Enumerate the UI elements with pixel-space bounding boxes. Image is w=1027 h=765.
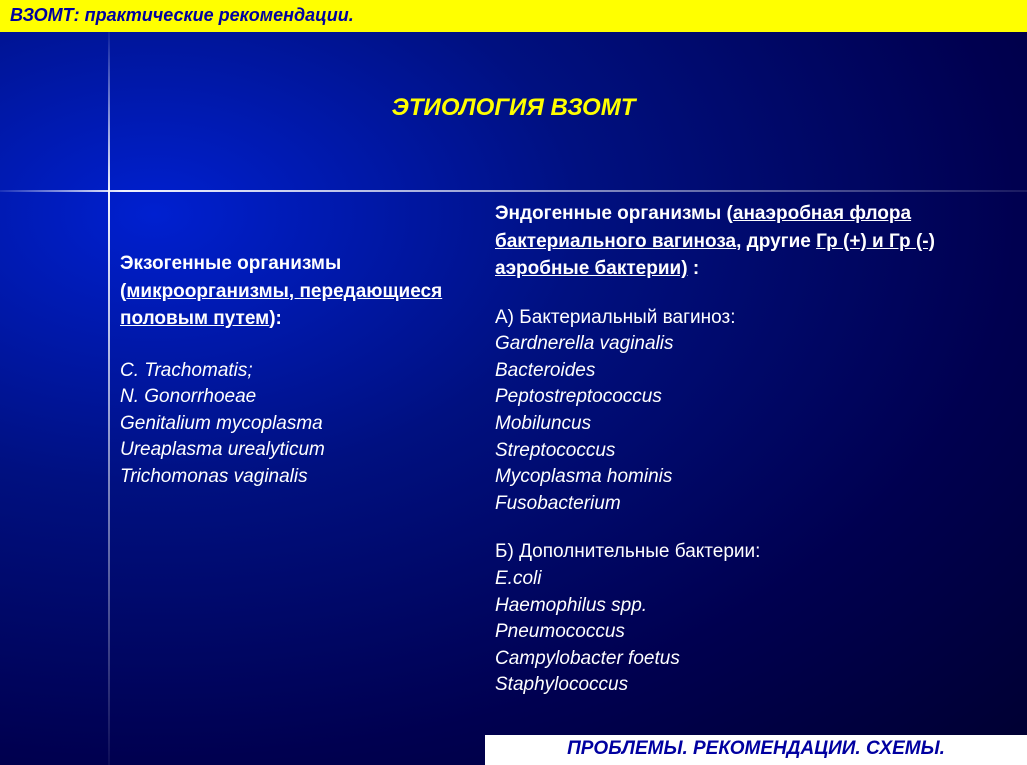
left-organism-list: C. Trachomatis; N. Gonorrhoeae Genitaliu…: [120, 358, 475, 491]
section-a-list: Gardnerella vaginalis Bacteroides Peptos…: [495, 331, 1007, 517]
list-item: Fusobacterium: [495, 491, 1007, 518]
left-heading: Экзогенные организмы (микроорганизмы, пе…: [120, 250, 475, 333]
cross-horizontal: [0, 190, 1027, 192]
list-item: Haemophilus spp.: [495, 593, 1007, 620]
header-bar: ВЗОМТ: практические рекомендации.: [0, 0, 1027, 32]
list-item: Mobiluncus: [495, 411, 1007, 438]
list-item: C. Trachomatis;: [120, 358, 475, 385]
left-column: Экзогенные организмы (микроорганизмы, пе…: [120, 200, 475, 699]
left-heading-bold: Экзогенные организмы: [120, 253, 341, 274]
list-item: Campylobacter foetus: [495, 646, 1007, 673]
list-item: Streptococcus: [495, 438, 1007, 465]
list-item: Genitalium mycoplasma: [120, 411, 475, 438]
list-item: Peptostreptococcus: [495, 384, 1007, 411]
right-heading-bold: Эндогенные организмы: [495, 203, 721, 224]
content-area: Экзогенные организмы (микроорганизмы, пе…: [120, 200, 1007, 699]
footer-text: ПРОБЛЕМЫ. РЕКОМЕНДАЦИИ. СХЕМЫ.: [567, 738, 945, 759]
list-item: Bacteroides: [495, 358, 1007, 385]
slide-title: ЭТИОЛОГИЯ ВЗОМТ: [0, 94, 1027, 122]
list-item: N. Gonorrhoeae: [120, 384, 475, 411]
right-heading-mid: , другие: [736, 231, 816, 252]
left-heading-close: ):: [269, 308, 282, 329]
right-heading-open: (: [721, 203, 733, 224]
list-item: Ureaplasma urealyticum: [120, 437, 475, 464]
list-item: Gardnerella vaginalis: [495, 331, 1007, 358]
section-a-label: А) Бактериальный вагиноз:: [495, 305, 1007, 332]
right-heading-end: :: [688, 258, 700, 279]
list-item: Trichomonas vaginalis: [120, 464, 475, 491]
list-item: E.coli: [495, 566, 1007, 593]
header-text: ВЗОМТ: практические рекомендации.: [10, 5, 354, 25]
list-item: Mycoplasma hominis: [495, 464, 1007, 491]
footer-bar: ПРОБЛЕМЫ. РЕКОМЕНДАЦИИ. СХЕМЫ.: [485, 735, 1027, 765]
list-item: Staphylococcus: [495, 672, 1007, 699]
section-b-list: E.coli Haemophilus spp. Pneumococcus Cam…: [495, 566, 1007, 699]
cross-vertical: [108, 32, 110, 765]
right-heading: Эндогенные организмы (анаэробная флора б…: [495, 200, 1007, 283]
right-column: Эндогенные организмы (анаэробная флора б…: [495, 200, 1007, 699]
section-b-label: Б) Дополнительные бактерии:: [495, 539, 1007, 566]
list-item: Pneumococcus: [495, 619, 1007, 646]
